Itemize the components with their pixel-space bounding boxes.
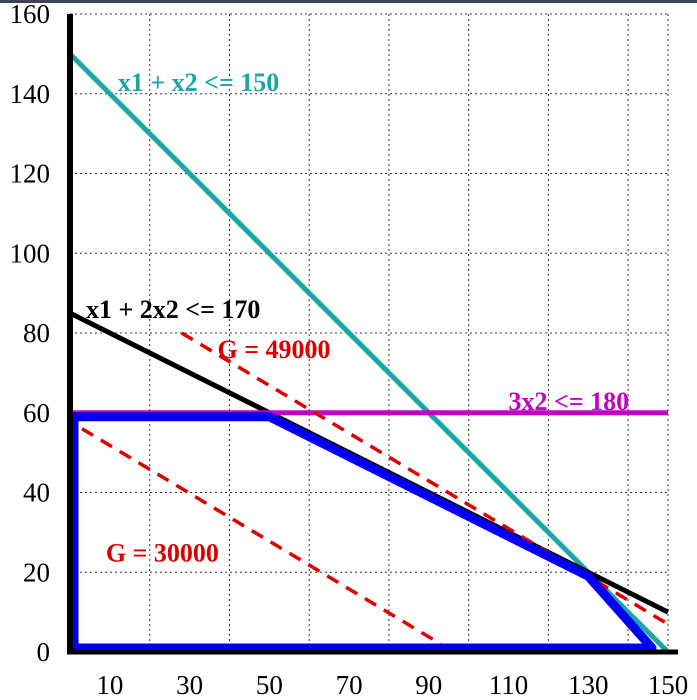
annotation-label-0: x1 + x2 <= 150 — [118, 68, 279, 97]
x-tick-label-1: 30 — [176, 670, 203, 700]
annotation-label-3: 3x2 <= 180 — [509, 387, 630, 416]
y-tick-label-6: 120 — [10, 159, 51, 189]
y-tick-label-2: 40 — [23, 478, 50, 508]
y-tick-label-8: 160 — [10, 0, 51, 29]
x-tick-label-7: 150 — [648, 670, 689, 700]
x-tick-label-2: 50 — [256, 670, 283, 700]
y-tick-label-0: 0 — [37, 637, 51, 667]
annotation-label-2: G = 49000 — [218, 335, 331, 364]
feasible-region-outline — [69, 412, 657, 653]
series-line-4 — [81, 427, 442, 646]
y-tick-label-4: 80 — [23, 318, 50, 348]
y-tick-label-5: 100 — [10, 238, 51, 268]
annotation-label-4: G = 30000 — [106, 538, 219, 567]
x-tick-label-3: 70 — [336, 670, 363, 700]
y-tick-label-1: 20 — [23, 557, 50, 587]
x-tick-label-4: 90 — [415, 670, 442, 700]
x-tick-label-6: 130 — [568, 670, 609, 700]
annotation-label-1: x1 + 2x2 <= 170 — [86, 295, 260, 324]
series-line-0 — [68, 52, 670, 654]
x-tick-label-0: 10 — [96, 670, 123, 700]
window-top-border — [0, 0, 697, 3]
x-tick-label-5: 110 — [489, 670, 529, 700]
y-tick-label-3: 60 — [23, 398, 50, 428]
y-tick-label-7: 140 — [10, 79, 51, 109]
